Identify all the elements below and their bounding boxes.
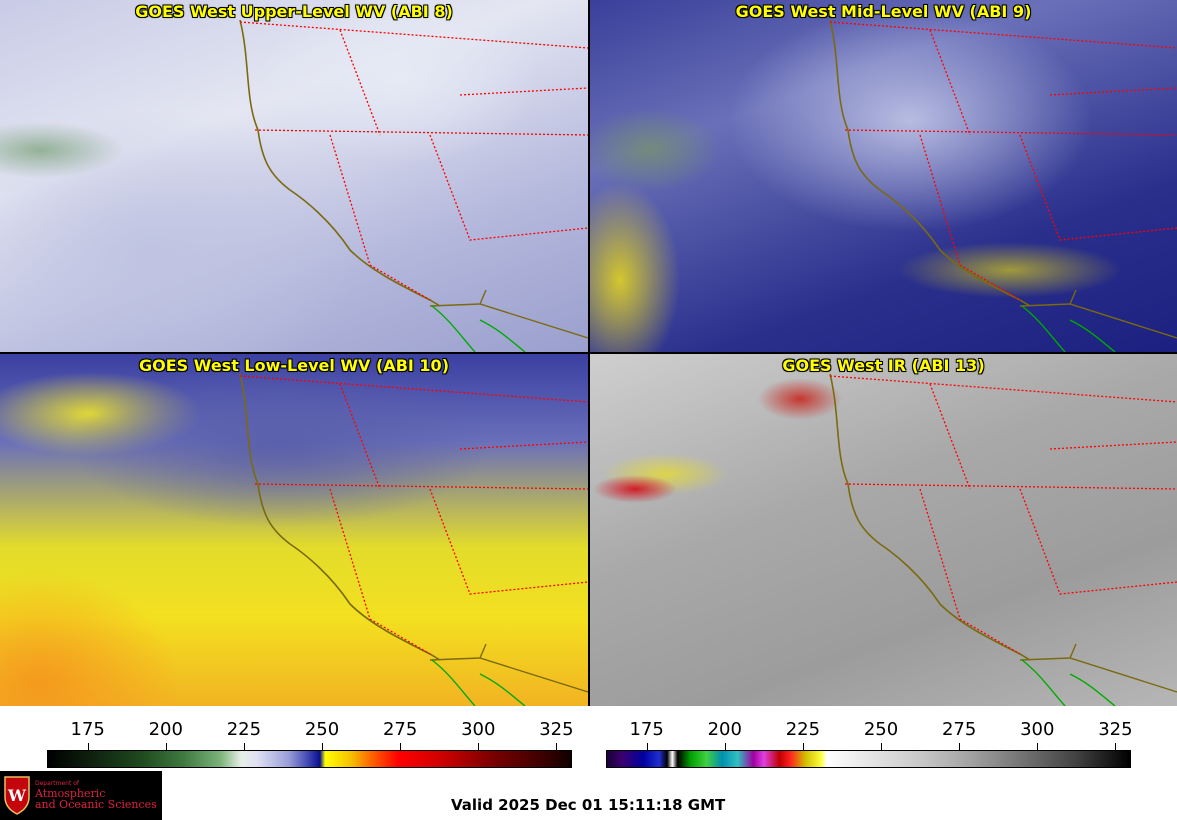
colorbar-tick-label: 200	[148, 719, 183, 740]
colorbar-tick-mark	[478, 743, 480, 750]
upper-level-wv-image	[0, 0, 588, 352]
panel-mid-level-wv: GOES West Mid-Level WV (ABI 9)	[590, 0, 1177, 352]
colorbar-tick-mark	[87, 743, 89, 750]
colorbar-tick-label: 300	[1020, 719, 1055, 740]
logo-department-line: Department of	[35, 780, 79, 787]
colorbar-tick-mark	[1037, 743, 1039, 750]
colorbar-ticks: 175 200 225 250 275 300 325	[606, 706, 1133, 750]
panel-title: GOES West Mid-Level WV (ABI 9)	[735, 2, 1032, 21]
colorbar-tick-mark	[881, 743, 882, 750]
colorbar-tick-label: 175	[70, 719, 105, 740]
panel-upper-level-wv: GOES West Upper-Level WV (ABI 8)	[0, 0, 588, 352]
colorbar-wv: 175 200 225 250 275 300 325	[47, 706, 574, 768]
satellite-image-grid: GOES West Upper-Level WV (ABI 8) GOES We…	[0, 0, 1177, 706]
colorbar-tick-mark	[556, 743, 558, 750]
colorbar-gradient	[606, 750, 1131, 768]
uw-crest-icon: W	[4, 776, 30, 815]
colorbar-ticks: 175 200 225 250 275 300 325	[47, 706, 574, 750]
panel-title: GOES West Upper-Level WV (ABI 8)	[135, 2, 453, 21]
ir-image	[590, 354, 1177, 706]
colorbar-tick-mark	[724, 743, 726, 750]
colorbar-tick-mark	[959, 743, 961, 750]
map-overlay	[829, 373, 1177, 706]
colorbar-tick-mark	[802, 743, 804, 750]
colorbar-tick-label: 225	[226, 719, 262, 740]
colorbar-gradient	[47, 750, 572, 768]
logo-line-2: and Oceanic Sciences	[35, 798, 157, 811]
colorbar-tick-mark	[400, 743, 402, 750]
colorbar-tick-mark	[1115, 743, 1117, 750]
colorbar-tick-mark	[646, 743, 648, 750]
colorbar-tick-label: 275	[941, 719, 977, 740]
colorbar-tick-label: 275	[382, 719, 418, 740]
panel-title: GOES West IR (ABI 13)	[782, 356, 985, 375]
low-level-wv-image	[0, 354, 588, 706]
colorbar-tick-label: 325	[1098, 719, 1133, 740]
panel-ir: GOES West IR (ABI 13)	[590, 354, 1177, 706]
aos-logo: W Department of Atmospheric and Oceanic …	[0, 771, 162, 820]
colorbar-tick-label: 300	[461, 719, 496, 740]
svg-text:W: W	[7, 786, 27, 805]
colorbar-tick-label: 175	[629, 719, 664, 740]
colorbar-tick-label: 325	[539, 719, 574, 740]
map-overlay	[239, 19, 588, 352]
colorbar-tick-mark	[243, 743, 245, 750]
valid-time: Valid 2025 Dec 01 15:11:18 GMT	[451, 796, 726, 814]
colorbar-tick-label: 225	[785, 719, 821, 740]
map-overlay	[239, 373, 588, 706]
map-overlay	[829, 19, 1177, 352]
colorbar-ir: 175 200 225 250 275 300 325	[606, 706, 1133, 768]
logo-line-1: Atmospheric	[35, 787, 106, 800]
colorbar-tick-mark	[165, 743, 167, 750]
panel-title: GOES West Low-Level WV (ABI 10)	[138, 356, 449, 375]
colorbar-tick-mark	[322, 743, 323, 750]
panel-low-level-wv: GOES West Low-Level WV (ABI 10)	[0, 354, 588, 706]
colorbar-tick-label: 200	[707, 719, 742, 740]
colorbar-tick-label: 250	[304, 719, 340, 740]
mid-level-wv-image	[590, 0, 1177, 352]
colorbar-tick-label: 250	[863, 719, 899, 740]
